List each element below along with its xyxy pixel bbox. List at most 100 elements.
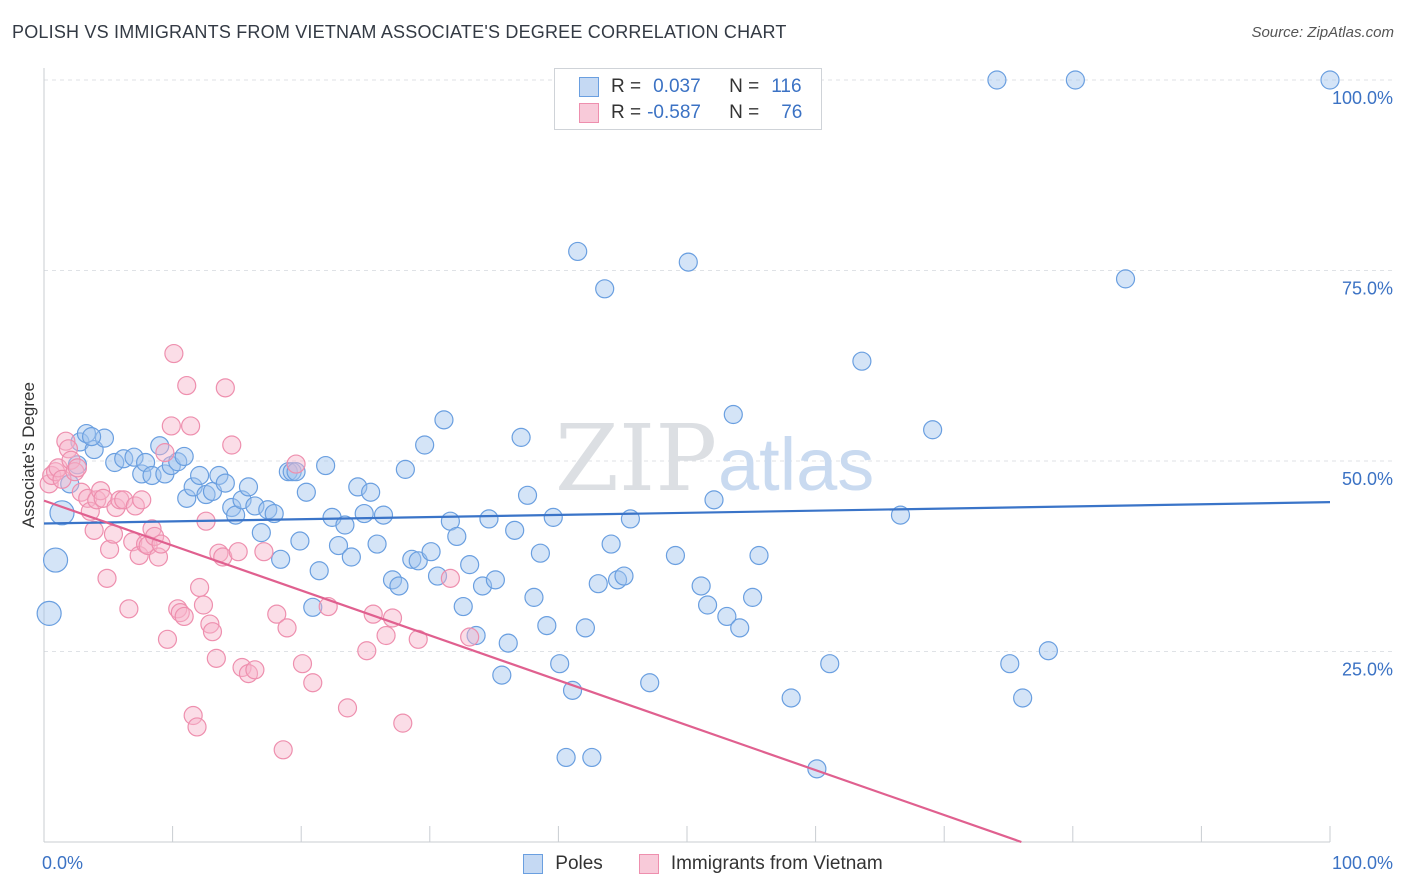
vietnam-point (99, 539, 120, 559)
legend-r-label: R = (611, 102, 642, 123)
vietnam-point (303, 673, 323, 693)
vietnam-point (382, 608, 403, 628)
vietnam-point (119, 599, 139, 619)
vietnam-point (273, 740, 293, 760)
data-points (36, 70, 1340, 779)
poles-point (987, 70, 1007, 90)
poles-point (415, 435, 435, 455)
legend-n-value: 116 (771, 76, 802, 97)
vietnam-point (267, 604, 287, 624)
poles-point (556, 747, 576, 768)
poles-point (190, 465, 210, 486)
poles-point (36, 600, 62, 627)
poles-point (691, 576, 711, 596)
vietnam-point (164, 343, 184, 364)
poles-point (543, 507, 563, 527)
y-tick-label: 25.0% (1342, 660, 1393, 680)
poles-point (114, 449, 134, 469)
bottom-legend-item-vietnam: Immigrants from Vietnam (638, 853, 883, 875)
vietnam-point (363, 604, 383, 624)
vietnam-point (61, 450, 81, 470)
poles-point (76, 423, 97, 444)
vietnam-point (245, 660, 265, 680)
poles-point (42, 547, 69, 573)
vietnam-point (155, 443, 175, 463)
y-tick-label: 75.0% (1342, 279, 1393, 299)
poles-point (251, 523, 271, 543)
watermark-atlas: atlas (718, 423, 874, 506)
vietnam-point (90, 481, 111, 501)
poles-point (492, 665, 512, 685)
poles-point (697, 595, 718, 615)
vietnam-point (161, 416, 181, 436)
poles-point (447, 526, 467, 547)
x-tick-label: 100.0% (1332, 853, 1393, 873)
poles-point (238, 477, 259, 497)
poles-point (177, 488, 197, 508)
poles-point (517, 485, 538, 505)
legend-r-value: 0.037 (653, 76, 701, 97)
vietnam-point (58, 439, 79, 459)
tick-labels: 25.0% 50.0% 75.0% 100.0% 0.0% 100.0% (42, 88, 1393, 873)
poles-point (704, 490, 724, 510)
poles-trend-line (43, 501, 1331, 525)
poles-point (341, 547, 361, 567)
poles-point (511, 427, 531, 447)
poles-point (395, 459, 415, 479)
poles-point (723, 404, 743, 425)
chart-title: POLISH VS IMMIGRANTS FROM VIETNAM ASSOCI… (12, 22, 787, 42)
vietnam-point (337, 698, 358, 718)
axes (43, 68, 1331, 843)
poles-point (124, 447, 144, 467)
poles-point (730, 618, 750, 638)
poles-point (614, 566, 634, 586)
vietnam-point (190, 577, 210, 598)
vietnam-point (193, 595, 214, 615)
poles-point (537, 615, 557, 636)
poles-point (361, 482, 381, 502)
poles-point (568, 241, 588, 262)
poles-point (749, 545, 769, 566)
vietnam-point (42, 465, 62, 486)
poles-point (215, 473, 235, 493)
poles-point (595, 279, 615, 299)
legend-row-poles: R = 0.037 N = 116 (579, 75, 802, 99)
poles-point (601, 534, 621, 554)
poles-point (923, 420, 943, 440)
legend-n-label: N = (729, 76, 760, 97)
vietnam-trend-line (43, 499, 1022, 844)
poles-point (582, 747, 602, 768)
poles-point (665, 545, 686, 566)
vietnam-point (84, 520, 104, 540)
poles-point (81, 427, 102, 447)
poles-point (890, 505, 911, 525)
trend-lines (43, 499, 1331, 844)
poles-point (550, 654, 570, 674)
poles-point (264, 503, 284, 524)
grid-lines (44, 79, 1392, 652)
vietnam-point (254, 542, 274, 562)
vietnam-point (200, 614, 220, 634)
poles-point (421, 542, 441, 562)
poles-point (852, 351, 872, 371)
poles-point (209, 465, 229, 486)
poles-point (453, 596, 473, 617)
vietnam-point (177, 375, 197, 396)
vietnam-point (460, 627, 480, 647)
vietnam-point (157, 629, 178, 649)
y-axis-label: Associate's Degree (19, 382, 38, 528)
vietnam-point (97, 568, 117, 588)
poles-point (505, 520, 525, 540)
vietnam-point (376, 625, 396, 646)
poles-point (290, 531, 310, 551)
poles-point (588, 574, 608, 594)
poles-point (348, 477, 368, 497)
vietnam-point (228, 542, 248, 562)
poles-point (367, 534, 387, 554)
poles-point (1000, 654, 1020, 674)
poles-point (271, 549, 291, 569)
legend-n-value: 76 (781, 102, 803, 123)
vietnam-point (215, 378, 235, 398)
poles-point (498, 633, 518, 653)
